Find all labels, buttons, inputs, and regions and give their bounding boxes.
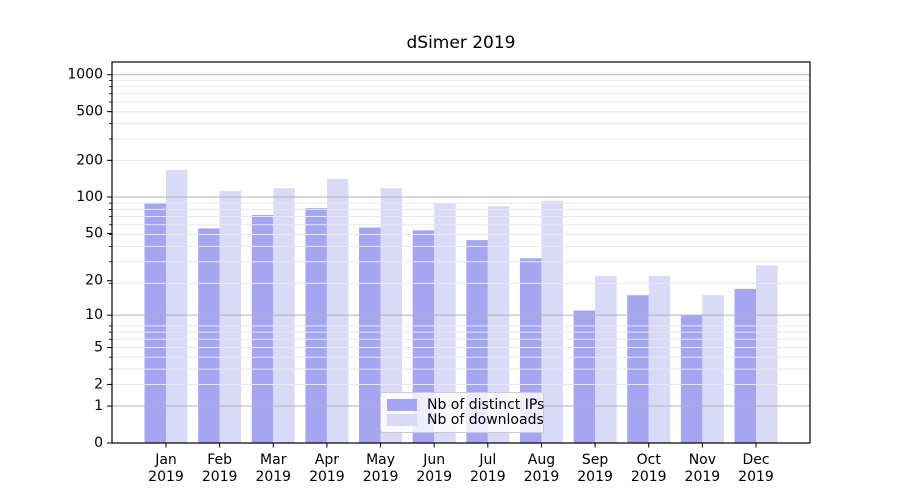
x-tick-label-month: Sep — [582, 452, 609, 468]
x-tick-label-month: Feb — [207, 452, 232, 468]
axis-frame — [111, 61, 811, 444]
bar-downloads — [541, 200, 563, 443]
bar-downloads — [326, 178, 349, 444]
x-tick-label-year: 2019 — [577, 469, 613, 485]
x-tick-label-year: 2019 — [255, 469, 291, 485]
bar-downloads — [756, 265, 778, 443]
x-tick-label-month: May — [366, 452, 395, 468]
bar-distinct-ips — [251, 215, 274, 443]
y-tick-label: 50 — [85, 225, 103, 241]
x-tick-label-month: Nov — [689, 452, 716, 468]
x-tick-label-month: Jan — [154, 452, 177, 468]
bar-downloads — [434, 203, 456, 443]
bar-downloads — [166, 169, 188, 444]
x-tick-label-year: 2019 — [309, 469, 345, 485]
bar-downloads — [219, 191, 242, 443]
x-tick-label-year: 2019 — [148, 469, 184, 485]
bar-distinct-ips — [359, 227, 381, 443]
y-tick-label: 200 — [76, 152, 103, 168]
x-tick-label-month: Jun — [422, 452, 445, 468]
x-tick-label-month: Aug — [528, 452, 555, 468]
bar-distinct-ips — [198, 228, 220, 443]
legend-swatch-downloads — [387, 414, 417, 427]
bar-distinct-ips — [144, 203, 166, 443]
y-tick-label: 2 — [94, 376, 103, 392]
x-tick-label-year: 2019 — [524, 469, 560, 485]
bar-distinct-ips — [680, 315, 703, 443]
x-tick-label-year: 2019 — [202, 469, 238, 485]
bar-downloads — [648, 275, 671, 443]
x-tick-label-year: 2019 — [685, 469, 721, 485]
y-tick-label: 500 — [76, 104, 103, 120]
legend-item-downloads: Nb of downloads — [387, 413, 544, 427]
bar-distinct-ips — [573, 310, 596, 443]
legend-label-downloads: Nb of downloads — [427, 412, 544, 429]
y-tick-label: 0 — [94, 435, 103, 451]
x-tick-label-month: Jul — [478, 452, 496, 468]
bar-distinct-ips — [734, 288, 756, 443]
x-tick-label-month: Dec — [742, 452, 769, 468]
legend-item-distinct-ips: Nb of distinct IPs — [387, 398, 544, 412]
x-tick-label-month: Oct — [637, 452, 662, 468]
bar-downloads — [487, 206, 510, 443]
x-tick-label-month: Apr — [315, 452, 339, 468]
y-tick-label: 1000 — [67, 67, 103, 83]
chart-title: dSimer 2019 — [406, 33, 516, 53]
legend-label-distinct-ips: Nb of distinct IPs — [427, 396, 545, 413]
legend-swatch-distinct-ips — [387, 398, 417, 411]
x-tick-label-month: Mar — [260, 452, 287, 468]
y-tick-label: 1 — [94, 398, 103, 414]
y-tick-label: 100 — [76, 189, 103, 205]
x-tick-label-year: 2019 — [631, 469, 667, 485]
y-tick-label: 20 — [85, 273, 103, 289]
y-tick-label: 10 — [85, 307, 103, 323]
legend: Nb of distinct IPs Nb of downloads — [380, 392, 544, 433]
y-tick-label: 5 — [94, 339, 103, 355]
x-tick-label-year: 2019 — [470, 469, 506, 485]
x-tick-label-year: 2019 — [416, 469, 452, 485]
bar-downloads — [595, 275, 617, 443]
x-tick-label-year: 2019 — [363, 469, 399, 485]
x-tick-label-year: 2019 — [738, 469, 774, 485]
